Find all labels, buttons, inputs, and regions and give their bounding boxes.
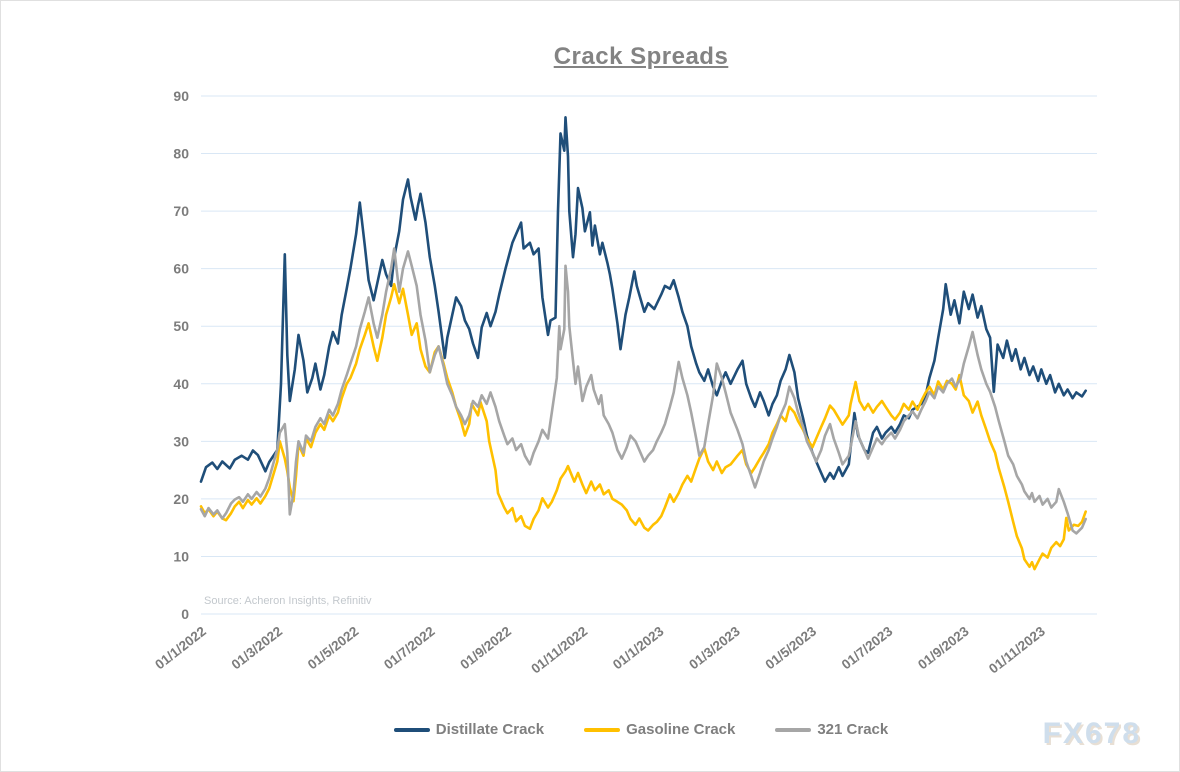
x-axis-tick-label: 01/5/2023: [763, 623, 820, 672]
series-line-distillate-crack: [199, 116, 1087, 483]
y-axis-tick-label: 90: [173, 88, 189, 104]
y-axis-tick-label: 80: [173, 146, 189, 162]
source-note: Source: Acheron Insights, Refinitiv: [204, 595, 372, 607]
y-axis-tick-label: 60: [173, 261, 189, 277]
watermark: FX678: [1042, 717, 1141, 750]
y-axis-tick-label: 40: [173, 376, 189, 392]
x-axis-tick-label: 01/5/2022: [305, 624, 362, 673]
legend-swatch: [393, 727, 430, 732]
legend-swatch: [775, 727, 812, 732]
series-line-321-crack: [199, 247, 1087, 535]
x-axis-tick-label: 01/1/2022: [152, 624, 209, 673]
legend-item-gasoline-crack: Gasoline Crack: [584, 721, 735, 738]
y-axis-tick-label: 50: [173, 318, 189, 334]
legend-swatch: [584, 727, 621, 732]
legend-label: Distillate Crack: [435, 721, 545, 738]
legend: Distillate Crack Gasoline Crack 321 Crack: [191, 721, 1091, 738]
series-line-gasoline-crack: [199, 282, 1087, 571]
chart-title: Crack Spreads: [553, 43, 729, 70]
y-axis-tick-label: 70: [173, 203, 189, 219]
y-axis-tick-label: 20: [173, 491, 189, 507]
y-axis-tick-label: 0: [181, 606, 189, 622]
x-axis-tick-label: 01/9/2022: [457, 624, 514, 673]
x-axis-tick-label: 01/11/2022: [528, 624, 590, 677]
y-axis-tick-label: 10: [173, 548, 189, 564]
x-axis-tick-label: 01/1/2023: [610, 623, 667, 672]
x-axis-tick-label: 01/7/2022: [381, 624, 438, 673]
x-axis-tick-label: 01/11/2023: [986, 623, 1048, 676]
x-axis-tick-label: 01/7/2023: [839, 623, 896, 672]
x-axis-tick-label: 01/3/2022: [229, 624, 286, 673]
x-axis-tick-label: 01/3/2023: [686, 623, 743, 672]
legend-label: 321 Crack: [817, 721, 889, 738]
y-axis-tick-label: 30: [173, 433, 189, 449]
legend-label: Gasoline Crack: [626, 721, 736, 738]
legend-item-distillate-crack: Distillate Crack: [393, 721, 545, 738]
legend-item-321-crack: 321 Crack: [775, 721, 888, 738]
x-axis-tick-label: 01/9/2023: [915, 623, 972, 672]
